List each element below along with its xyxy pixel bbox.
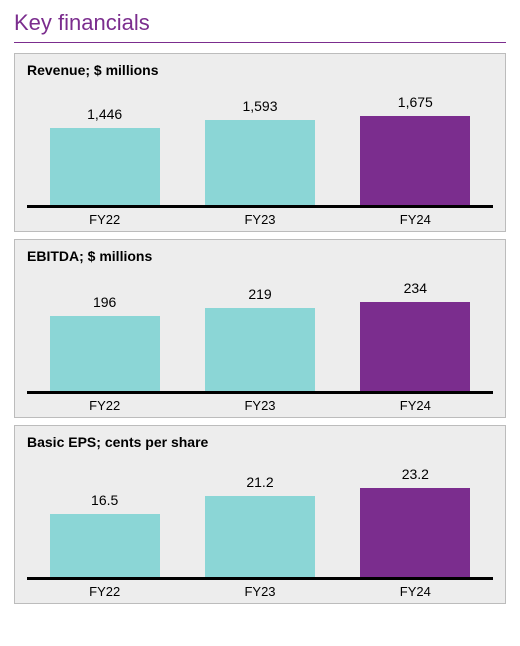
bar-label: FY22	[27, 584, 182, 599]
bar	[360, 488, 470, 577]
bar-value: 196	[93, 294, 116, 310]
chart-title: Revenue; $ millions	[27, 62, 493, 78]
labels-row: FY22FY23FY24	[27, 398, 493, 413]
bar	[205, 496, 315, 577]
chart-panel: Basic EPS; cents per share 16.5 21.2 23.2 FY…	[14, 425, 506, 604]
bars-row: 16.5 21.2 23.2	[27, 456, 493, 580]
bar-wrap: 1,675	[338, 84, 493, 205]
bar-label: FY24	[338, 212, 493, 227]
bars-row: 196 219 234	[27, 270, 493, 394]
bar-wrap: 1,593	[182, 84, 337, 205]
bar	[50, 316, 160, 391]
bar-value: 21.2	[246, 474, 273, 490]
bar-label: FY22	[27, 398, 182, 413]
bar-value: 219	[248, 286, 271, 302]
bar-label: FY23	[182, 398, 337, 413]
bar-wrap: 16.5	[27, 456, 182, 577]
page-title: Key financials	[14, 10, 506, 43]
chart-panel: EBITDA; $ millions 196 219 234 FY22FY23FY24	[14, 239, 506, 418]
bar-value: 1,446	[87, 106, 122, 122]
bar-label: FY24	[338, 584, 493, 599]
chart-title: EBITDA; $ millions	[27, 248, 493, 264]
bar-value: 23.2	[402, 466, 429, 482]
bar-value: 1,675	[398, 94, 433, 110]
bar-label: FY24	[338, 398, 493, 413]
labels-row: FY22FY23FY24	[27, 584, 493, 599]
bar-value: 1,593	[242, 98, 277, 114]
bar-wrap: 1,446	[27, 84, 182, 205]
bar	[50, 514, 160, 577]
bar	[205, 308, 315, 391]
bar-wrap: 234	[338, 270, 493, 391]
bar-wrap: 21.2	[182, 456, 337, 577]
bar-label: FY23	[182, 584, 337, 599]
chart-title: Basic EPS; cents per share	[27, 434, 493, 450]
bar	[360, 116, 470, 205]
chart-panel: Revenue; $ millions1,4461,5931,675FY22FY…	[14, 53, 506, 232]
bar-wrap: 219	[182, 270, 337, 391]
charts-container: Revenue; $ millions1,4461,5931,675FY22FY…	[14, 53, 506, 604]
bar-value: 234	[404, 280, 427, 296]
bar-label: FY23	[182, 212, 337, 227]
bar-wrap: 23.2	[338, 456, 493, 577]
bar-value: 16.5	[91, 492, 118, 508]
bar	[50, 128, 160, 205]
bar	[360, 302, 470, 391]
bars-row: 1,446 1,593 1,675	[27, 84, 493, 208]
bar-label: FY22	[27, 212, 182, 227]
bar	[205, 120, 315, 205]
bar-wrap: 196	[27, 270, 182, 391]
labels-row: FY22FY23FY24	[27, 212, 493, 227]
